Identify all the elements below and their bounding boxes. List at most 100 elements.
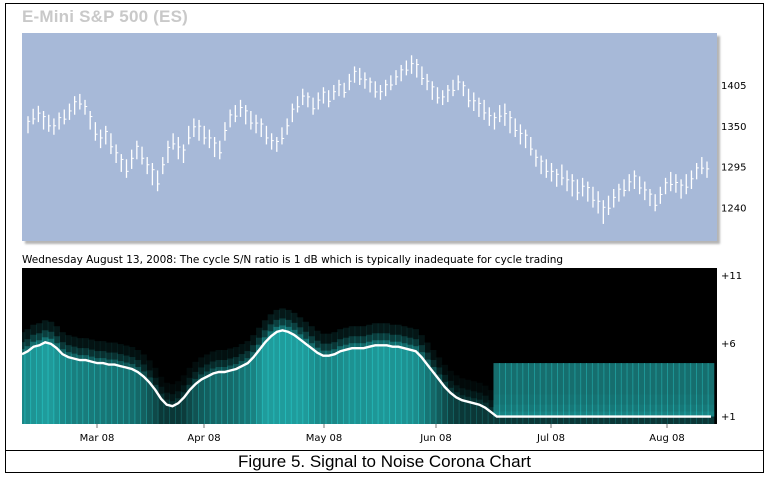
price-bar bbox=[276, 137, 279, 152]
price-axis: 1405 1350 1295 1240 bbox=[721, 81, 746, 215]
price-bar bbox=[151, 163, 155, 186]
price-bar bbox=[250, 111, 254, 130]
price-bar bbox=[188, 125, 191, 145]
price-bar bbox=[48, 114, 51, 132]
price-bar bbox=[120, 154, 124, 172]
corona-x-axis: Mar 08 Apr 08 May 08 Jun 08 Jul 08 Aug 08 bbox=[80, 424, 685, 444]
price-bar bbox=[374, 81, 378, 98]
price-bar bbox=[333, 85, 337, 100]
price-bar bbox=[623, 179, 627, 197]
month-tick-label: Aug 08 bbox=[649, 433, 684, 444]
price-bar bbox=[229, 109, 233, 128]
price-bar bbox=[177, 137, 181, 160]
month-tick-label: May 08 bbox=[306, 433, 343, 444]
price-bar bbox=[167, 140, 171, 163]
price-bar bbox=[478, 97, 482, 117]
month-tick-label: Apr 08 bbox=[187, 433, 220, 444]
price-bar bbox=[618, 183, 622, 202]
price-bar bbox=[37, 105, 41, 123]
price-bar bbox=[219, 140, 222, 160]
price-bar bbox=[442, 90, 445, 106]
price-bar bbox=[281, 127, 285, 145]
price-bar bbox=[193, 118, 197, 137]
corona-chart-svg bbox=[18, 308, 715, 424]
price-bar bbox=[208, 129, 212, 149]
price-bar bbox=[369, 77, 373, 93]
price-bar bbox=[203, 125, 207, 145]
corona-chart-panel bbox=[18, 268, 717, 424]
price-bar bbox=[664, 177, 668, 195]
price-bar bbox=[390, 75, 394, 91]
price-bar bbox=[198, 119, 202, 141]
price-bar bbox=[348, 73, 352, 91]
price-bar bbox=[597, 191, 601, 214]
price-bar bbox=[556, 168, 559, 187]
figure-caption: Figure 5. Signal to Noise Corona Chart bbox=[5, 450, 764, 473]
price-bar bbox=[162, 157, 165, 175]
price-bar bbox=[493, 112, 497, 130]
price-bar bbox=[467, 88, 471, 108]
price-bar bbox=[296, 96, 300, 113]
price-bar bbox=[571, 174, 575, 197]
price-bar bbox=[327, 90, 331, 108]
price-bar bbox=[172, 133, 176, 150]
price-bar bbox=[540, 155, 544, 175]
price-bar bbox=[483, 99, 487, 120]
price-bar bbox=[488, 107, 492, 126]
price-bar bbox=[410, 55, 414, 74]
price-bar bbox=[504, 103, 508, 126]
price-bar bbox=[105, 125, 108, 145]
corona-tick-label: +6 bbox=[721, 339, 736, 350]
price-bar bbox=[395, 70, 399, 85]
price-chart-panel bbox=[22, 33, 717, 241]
price-bar bbox=[530, 137, 533, 156]
price-bar bbox=[514, 118, 518, 137]
price-bar bbox=[312, 97, 316, 115]
price-bar bbox=[675, 174, 679, 193]
price-bar bbox=[473, 92, 476, 111]
price-bar bbox=[255, 114, 259, 134]
price-bar bbox=[509, 111, 513, 134]
price-bar bbox=[58, 112, 62, 130]
price-bar bbox=[286, 118, 290, 135]
price-bar bbox=[94, 122, 98, 141]
price-chart-svg bbox=[27, 55, 710, 224]
price-bar bbox=[447, 85, 451, 103]
price-bar bbox=[400, 64, 404, 82]
price-bar bbox=[291, 103, 295, 123]
price-bar bbox=[607, 195, 611, 215]
price-bar bbox=[136, 140, 140, 160]
price-bar bbox=[545, 159, 549, 178]
price-bar bbox=[260, 118, 264, 137]
price-bar bbox=[79, 93, 83, 110]
price-bar bbox=[550, 163, 554, 182]
price-bar bbox=[426, 73, 430, 91]
price-bar bbox=[359, 67, 362, 85]
price-bar bbox=[353, 66, 357, 83]
corona-tick-label: +1 bbox=[721, 412, 736, 423]
price-bar bbox=[602, 200, 606, 224]
price-bar bbox=[654, 194, 658, 212]
price-bar bbox=[633, 170, 637, 189]
price-bar bbox=[421, 66, 425, 85]
price-bar bbox=[524, 129, 528, 149]
price-bar bbox=[431, 81, 435, 100]
price-bar bbox=[265, 125, 269, 145]
price-bar bbox=[322, 87, 326, 104]
price-bar bbox=[42, 111, 46, 130]
price-bar bbox=[224, 122, 228, 141]
price-bar bbox=[317, 92, 321, 110]
price-bar bbox=[32, 108, 36, 125]
price-bar bbox=[649, 189, 653, 207]
month-tick-label: Jun 08 bbox=[419, 433, 452, 444]
signal-to-noise-line bbox=[21, 329, 711, 418]
price-bar bbox=[695, 163, 699, 180]
price-bar bbox=[302, 88, 305, 106]
price-bar bbox=[452, 79, 456, 97]
price-bar bbox=[644, 181, 648, 201]
price-bar bbox=[364, 72, 368, 89]
price-bar bbox=[613, 189, 616, 208]
month-tick-label: Jul 08 bbox=[536, 433, 565, 444]
price-bar bbox=[659, 186, 663, 204]
price-bar bbox=[307, 92, 311, 108]
